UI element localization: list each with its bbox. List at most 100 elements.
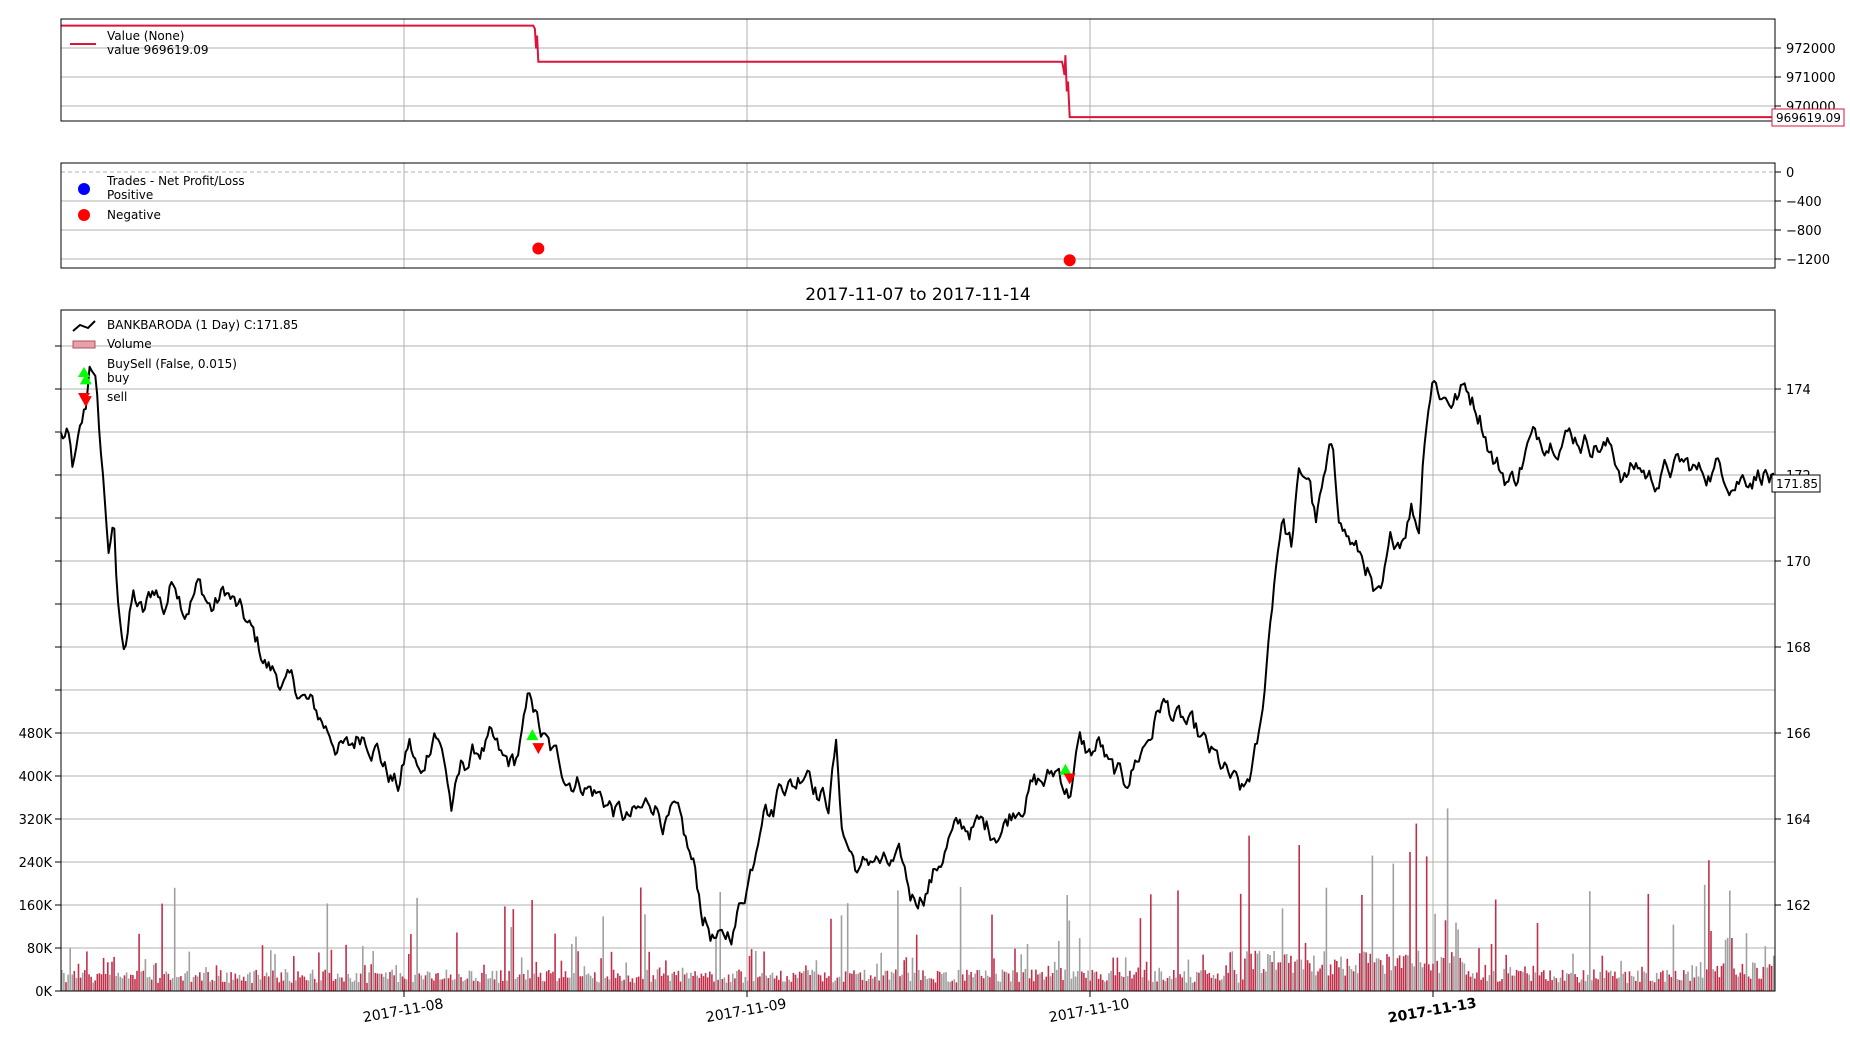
- volume-bar: [1762, 966, 1765, 991]
- volume-bar: [303, 976, 306, 991]
- volume-bar: [1285, 954, 1288, 991]
- volume-bar: [1281, 908, 1284, 991]
- volume-bar: [880, 952, 882, 991]
- volume-bar: [1772, 955, 1775, 991]
- volume-bar: [1522, 971, 1524, 991]
- volume-bar: [895, 969, 897, 991]
- volume-bar: [1501, 979, 1503, 991]
- volume-bar: [811, 969, 813, 991]
- trades-y-tick: −1200: [1786, 253, 1830, 268]
- volume-bar: [926, 979, 928, 991]
- volume-bar: [199, 972, 201, 991]
- volume-bar: [1367, 962, 1369, 991]
- volume-bar: [1547, 980, 1549, 991]
- volume-bar: [790, 981, 793, 991]
- volume-bar: [1206, 973, 1209, 991]
- volume-bar: [1754, 963, 1756, 991]
- volume-bar: [1580, 979, 1583, 991]
- volume-bar: [525, 979, 527, 991]
- volume-bar: [577, 951, 579, 991]
- volume-bar: [823, 972, 826, 991]
- volume-bar: [1451, 952, 1453, 991]
- volume-bar: [1678, 980, 1681, 991]
- volume-bar: [1152, 981, 1154, 991]
- volume-bar: [654, 979, 657, 991]
- volume-bar: [1549, 970, 1551, 991]
- volume-bar: [1476, 972, 1478, 991]
- volume-bar: [1526, 973, 1528, 991]
- volume-bar: [1685, 974, 1687, 991]
- volume-bar: [529, 978, 531, 991]
- volume-bar: [1300, 959, 1303, 991]
- trades-panel: 0 −400 −800 −1200 Trades - Net Profit/Lo…: [60, 162, 1830, 269]
- volume-bar: [1480, 979, 1482, 991]
- volume-bar: [669, 981, 671, 991]
- volume-bar: [585, 974, 588, 991]
- volume-bar: [995, 973, 997, 991]
- volume-bar: [1223, 975, 1225, 991]
- volume-bar: [1187, 959, 1190, 991]
- volume-bar: [173, 887, 176, 991]
- volume-bar: [376, 973, 379, 991]
- volume-bar: [1517, 971, 1520, 991]
- volume-bar: [311, 969, 314, 991]
- volume-bar: [1233, 969, 1236, 991]
- volume-bar: [1020, 954, 1022, 991]
- volume-bar: [1649, 981, 1652, 991]
- volume-bar: [1145, 961, 1148, 991]
- volume-bar: [1357, 973, 1359, 991]
- volume-bar: [874, 976, 876, 991]
- volume-bar: [704, 973, 707, 991]
- volume-bar: [1078, 938, 1081, 991]
- volume-bar: [746, 980, 749, 991]
- volume-bar: [840, 915, 843, 991]
- volume-bar: [1047, 965, 1050, 991]
- volume-bar: [1474, 978, 1476, 991]
- volume-bar: [1712, 969, 1714, 991]
- volume-bar: [869, 975, 872, 991]
- volume-bar: [219, 970, 222, 991]
- price-panel-frame: [60, 309, 1776, 992]
- volume-bar: [1716, 965, 1719, 991]
- volume-bar: [1001, 969, 1004, 991]
- volume-bar: [1697, 976, 1700, 991]
- volume-bar: [380, 973, 383, 991]
- volume-bar: [993, 958, 995, 991]
- volume-bar: [709, 971, 711, 991]
- volume-bar: [1346, 958, 1349, 991]
- volume-bar: [612, 969, 615, 991]
- volume-bar: [201, 980, 203, 991]
- volume-bar: [385, 972, 387, 991]
- volume-bar: [1062, 980, 1064, 991]
- volume-bar: [1612, 976, 1614, 991]
- volume-bar: [1183, 971, 1186, 991]
- volume-bar: [1294, 961, 1296, 991]
- volume-bar: [1693, 977, 1696, 991]
- volume-bar: [1327, 975, 1330, 991]
- volume-bar: [1298, 845, 1300, 991]
- volume-bar: [1448, 963, 1451, 991]
- volume-bar: [918, 970, 920, 991]
- volume-bar: [336, 973, 339, 991]
- volume-bar: [964, 980, 966, 991]
- volume-bar: [512, 909, 515, 991]
- volume-bar: [420, 975, 423, 991]
- negative-trade-dot: [532, 242, 545, 255]
- volume-bar: [1147, 980, 1150, 991]
- volume-bar: [1618, 977, 1620, 991]
- volume-bar: [389, 971, 391, 991]
- volume-bar: [1150, 894, 1152, 991]
- volume-bar: [1699, 962, 1702, 991]
- price-panel-grid: [61, 310, 1775, 991]
- volume-bar: [138, 933, 140, 991]
- volume-bar: [293, 956, 295, 991]
- volume-bar: [738, 969, 740, 991]
- volume-bar: [1745, 933, 1748, 991]
- volume-bar: [1710, 931, 1712, 991]
- volume-bar: [1271, 962, 1273, 991]
- volume-bar: [278, 982, 280, 991]
- volume-bar: [351, 981, 354, 991]
- volume-bar: [941, 974, 943, 991]
- volume-bar: [1104, 981, 1106, 991]
- volume-bar: [974, 973, 976, 991]
